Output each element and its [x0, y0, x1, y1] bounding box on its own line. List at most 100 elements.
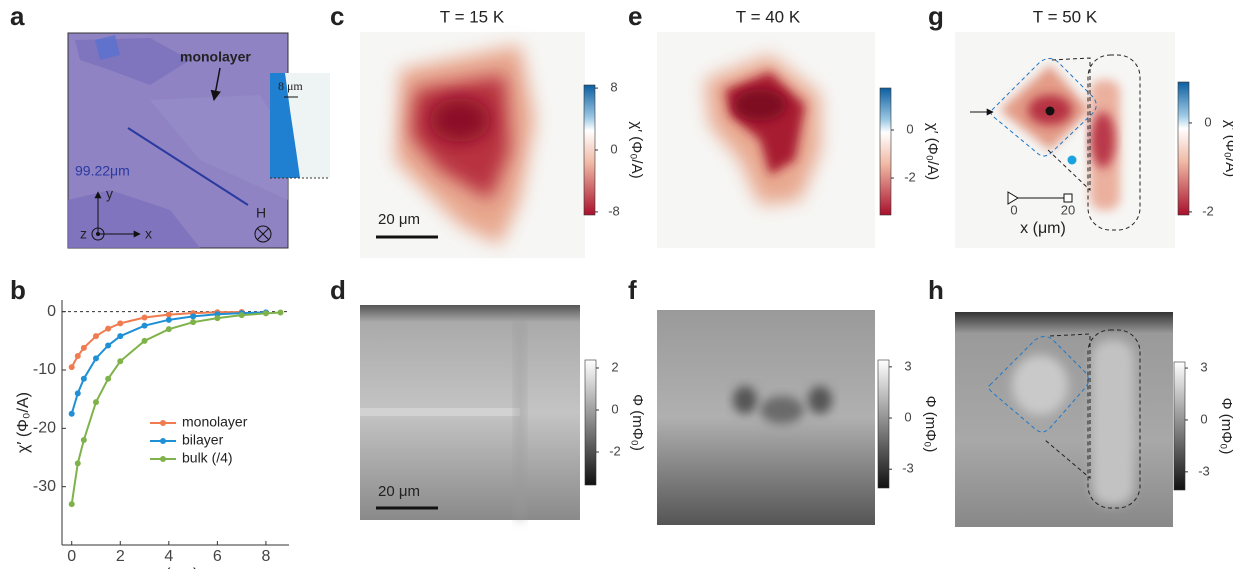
data-point [92, 333, 99, 340]
data-point [80, 437, 87, 443]
axis-x: x [145, 226, 152, 242]
flux-map [955, 312, 1173, 527]
colorbar [1173, 361, 1186, 491]
legend-marker [160, 456, 166, 462]
data-point [74, 353, 81, 359]
x-end: 20 [1061, 202, 1075, 217]
colorbar [877, 359, 890, 489]
scale-bar-label: 20 μm [378, 483, 420, 500]
y-tick-label: -10 [33, 361, 56, 378]
data-point [117, 333, 124, 340]
colorbar-label: Φ (mΦ₀) [629, 394, 646, 451]
data-point [80, 375, 87, 382]
data-point [74, 390, 81, 397]
data-point [277, 309, 284, 316]
panel-label: g [928, 1, 944, 31]
x-label: x (μm) [1020, 220, 1066, 237]
panel-label: h [928, 275, 944, 305]
colorbar-tick-label: 8 [610, 80, 617, 95]
legend-marker [160, 438, 166, 444]
x-tick-label: 8 [261, 548, 270, 565]
panel-label: a [10, 1, 25, 31]
colorbar-tick-label: 0 [611, 401, 618, 416]
panel-label: b [10, 275, 26, 305]
data-point [141, 314, 148, 321]
colorbar-tick-label: 3 [904, 358, 911, 373]
y-axis-label: χ′ (Φ₀/A) [15, 392, 32, 453]
colorbar-tick-label: 0 [1200, 411, 1207, 426]
flake-label: monolayer [180, 49, 251, 65]
y-tick-label: 0 [47, 303, 56, 320]
x-start: 0 [1010, 202, 1017, 217]
optical-image: 8 μm monolayer 99.22μm y z x H [67, 32, 330, 249]
panel-title: T = 50 K [1033, 7, 1098, 26]
data-point [165, 311, 172, 318]
data-point [262, 310, 269, 317]
colorbar-tick-label: -2 [1202, 203, 1214, 218]
data-point [117, 358, 124, 365]
data-point [68, 410, 75, 417]
colorbar-tick-label: 0 [610, 141, 617, 156]
data-point [141, 337, 148, 344]
x-axis-label: z (μm) [153, 566, 199, 569]
x-tick-label: 6 [213, 548, 222, 565]
colorbar-tick-label: -2 [904, 169, 916, 184]
colorbar-label: Φ (mΦ₀) [1218, 398, 1233, 455]
colorbar [583, 84, 596, 216]
legend-label: monolayer [182, 414, 248, 430]
colorbar-label: χ′ (Φ₀/A) [924, 123, 941, 180]
colorbar-tick-label: -2 [609, 443, 621, 458]
data-point [190, 313, 197, 320]
chi-map [657, 32, 875, 248]
x-tick-label: 0 [67, 548, 76, 565]
scale-bar-label: 20 μm [378, 211, 420, 228]
flux-map: 20 μm [360, 305, 580, 520]
data-point [68, 364, 75, 371]
colorbar [1177, 81, 1190, 216]
data-point [214, 315, 221, 322]
colorbar-tick-label: 0 [906, 121, 913, 136]
colorbar-tick-label: 0 [1204, 114, 1211, 129]
panel-label: e [628, 1, 642, 31]
y-tick-label: -20 [33, 420, 56, 437]
data-point [68, 501, 75, 508]
axis-z: z [80, 226, 87, 242]
flux-map [657, 310, 875, 525]
data-point [92, 399, 99, 406]
data-point [165, 326, 172, 333]
series-line [70, 311, 281, 505]
data-point [105, 375, 112, 382]
y-tick-label: -30 [33, 478, 56, 495]
colorbars: 80-8χ′ (Φ₀/A) 0-2 χ′ (Φ₀/A)0-2χ′ (Φ₀/A)20-… [583, 80, 1233, 491]
legend-marker [160, 420, 166, 426]
data-point [92, 355, 99, 362]
colorbar-tick-label: -3 [1198, 463, 1210, 478]
inset-scale: 8 μm [278, 79, 303, 93]
colorbar [584, 359, 597, 486]
data-point [105, 325, 112, 332]
colorbar-tick-label: -8 [608, 203, 620, 218]
panel-label: d [330, 275, 346, 305]
data-point [74, 460, 81, 467]
x-tick-label: 2 [116, 548, 125, 565]
legend-label: bilayer [182, 432, 224, 448]
axis-y: y [106, 186, 113, 202]
chi-map: 20 μm [360, 32, 585, 258]
colorbar-label: χ′ (Φ₀/A) [628, 121, 645, 178]
colorbar-tick-label: 2 [611, 359, 618, 374]
colorbar [879, 87, 892, 216]
data-point [141, 322, 148, 329]
data-point [165, 316, 172, 323]
legend-label: bulk (/4) [182, 450, 233, 466]
length-label: 99.22μm [75, 163, 130, 179]
field-label: H [256, 205, 266, 221]
colorbar-tick-label: -3 [902, 461, 914, 476]
data-point [105, 342, 112, 349]
x-tick-label: 4 [164, 548, 173, 565]
data-point [117, 320, 124, 327]
data-point [190, 319, 197, 326]
colorbar-label: Φ (mΦ₀) [922, 396, 939, 453]
panel-title: T = 15 K [440, 7, 505, 26]
